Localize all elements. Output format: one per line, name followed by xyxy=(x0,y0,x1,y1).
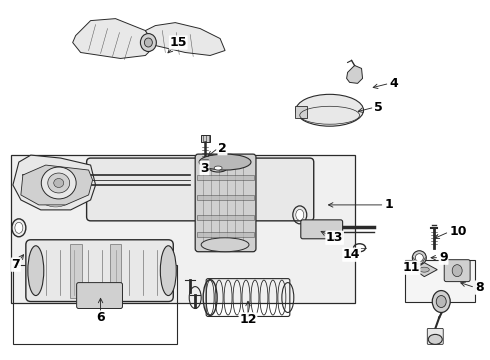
Bar xyxy=(295,106,307,118)
Text: 11: 11 xyxy=(402,261,420,274)
Text: 10: 10 xyxy=(449,225,466,238)
Text: 6: 6 xyxy=(96,311,105,324)
Text: 8: 8 xyxy=(475,281,484,294)
Polygon shape xyxy=(21,165,93,205)
Text: 15: 15 xyxy=(170,36,187,49)
Bar xyxy=(110,244,122,298)
Text: 7: 7 xyxy=(11,258,20,271)
Circle shape xyxy=(413,251,426,265)
FancyBboxPatch shape xyxy=(427,328,443,345)
FancyBboxPatch shape xyxy=(301,220,343,239)
FancyBboxPatch shape xyxy=(444,260,470,282)
Ellipse shape xyxy=(28,246,44,296)
Bar xyxy=(201,135,210,142)
Ellipse shape xyxy=(201,238,249,252)
FancyBboxPatch shape xyxy=(87,158,314,221)
Text: 1: 1 xyxy=(385,198,393,211)
Bar xyxy=(197,232,254,237)
Text: 5: 5 xyxy=(374,101,383,114)
Bar xyxy=(197,215,254,220)
FancyBboxPatch shape xyxy=(76,283,122,309)
Ellipse shape xyxy=(48,173,70,193)
Ellipse shape xyxy=(296,210,304,220)
Text: 14: 14 xyxy=(343,248,360,261)
Ellipse shape xyxy=(160,246,176,296)
Ellipse shape xyxy=(432,291,450,312)
Text: 2: 2 xyxy=(218,141,227,155)
FancyBboxPatch shape xyxy=(195,154,256,252)
Ellipse shape xyxy=(452,265,462,276)
Ellipse shape xyxy=(428,334,442,345)
Polygon shape xyxy=(146,23,225,55)
Bar xyxy=(405,260,475,302)
Polygon shape xyxy=(346,66,363,84)
Ellipse shape xyxy=(214,166,222,170)
Text: 4: 4 xyxy=(390,77,398,90)
Bar xyxy=(11,155,355,302)
Ellipse shape xyxy=(41,167,76,199)
Circle shape xyxy=(416,254,423,262)
Ellipse shape xyxy=(209,164,227,172)
Ellipse shape xyxy=(141,33,156,51)
Text: 13: 13 xyxy=(326,231,343,244)
Text: 9: 9 xyxy=(439,251,448,264)
Bar xyxy=(70,244,82,298)
Ellipse shape xyxy=(419,267,429,272)
Polygon shape xyxy=(415,263,437,276)
Ellipse shape xyxy=(436,296,446,307)
Bar xyxy=(197,195,254,200)
Bar xyxy=(197,175,254,180)
Text: 3: 3 xyxy=(200,162,209,175)
Polygon shape xyxy=(73,19,155,58)
FancyBboxPatch shape xyxy=(26,240,173,302)
Bar xyxy=(13,265,177,345)
Polygon shape xyxy=(13,155,96,210)
Ellipse shape xyxy=(15,222,23,233)
Ellipse shape xyxy=(296,94,364,126)
Ellipse shape xyxy=(199,154,251,170)
Text: 12: 12 xyxy=(239,313,257,326)
Ellipse shape xyxy=(54,179,64,188)
Ellipse shape xyxy=(145,38,152,47)
